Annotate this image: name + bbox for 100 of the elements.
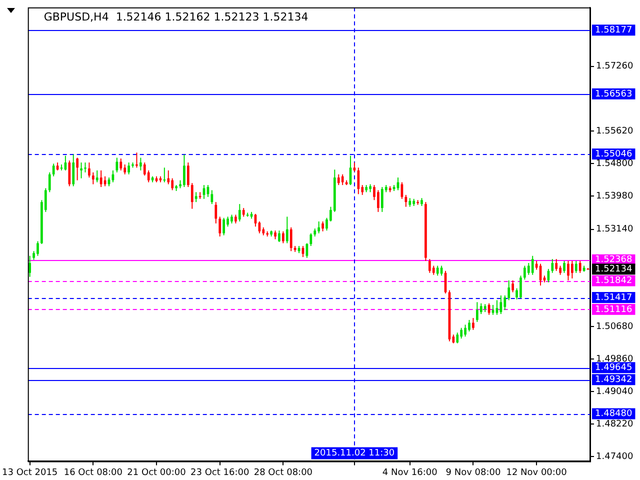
candlestick <box>278 230 280 243</box>
candlestick <box>124 164 126 175</box>
candlestick <box>574 260 578 274</box>
y-tick-label: 1.47400 <box>596 452 634 462</box>
candlestick <box>559 265 562 276</box>
candlestick <box>76 157 79 181</box>
candlestick <box>100 170 102 188</box>
candlestick <box>290 226 292 252</box>
candlestick <box>186 162 190 188</box>
candlestick <box>353 162 356 172</box>
candlestick <box>531 255 534 276</box>
candlestick <box>341 174 344 186</box>
candlestick <box>512 280 514 293</box>
candlestick <box>456 332 459 344</box>
candlestick <box>523 265 526 280</box>
x-tick-label: 2015.11.02 11:30 <box>314 448 395 459</box>
candlestick <box>460 327 463 340</box>
x-tick-label: 9 Nov 08:00 <box>446 468 501 478</box>
candlestick <box>72 154 75 187</box>
candlestick <box>578 260 582 274</box>
candlestick <box>286 216 288 244</box>
y-tick-label: 1.49860 <box>596 354 634 364</box>
candlestick <box>527 262 530 276</box>
x-tick-label: 13 Oct 2015 <box>2 468 58 478</box>
candlestick <box>120 158 122 171</box>
x-tick-label: 21 Oct 00:00 <box>127 468 186 478</box>
ref-line-label: 1.56563 <box>595 89 632 100</box>
ref-line-label: 1.48480 <box>595 409 632 420</box>
candlestick <box>88 162 90 178</box>
candlestick <box>547 268 550 283</box>
candlestick <box>404 194 408 208</box>
y-tick-label: 1.54800 <box>596 159 634 170</box>
candlestick <box>472 317 474 330</box>
candlestick <box>436 265 439 276</box>
candlestick <box>468 319 470 332</box>
candlestick <box>310 232 312 246</box>
candlestick <box>500 294 502 315</box>
candlestick <box>492 304 494 316</box>
candlestick <box>218 216 222 237</box>
candlestick <box>520 275 522 299</box>
candlestick <box>52 163 55 177</box>
candlestick <box>357 167 360 195</box>
x-tick-label: 4 Nov 16:00 <box>382 468 438 478</box>
candlestick <box>464 324 466 338</box>
candlestick <box>36 240 39 256</box>
candlestick <box>570 260 574 279</box>
candlestick <box>167 170 170 185</box>
candlestick <box>68 160 71 187</box>
ref-line-label: 1.51842 <box>595 276 632 286</box>
candlestick <box>555 258 558 272</box>
candlestick <box>567 260 570 281</box>
ref-line-label: 1.51116 <box>595 304 632 315</box>
candlestick <box>318 220 320 234</box>
candlestick <box>128 162 130 175</box>
candlestick <box>282 230 284 244</box>
candlestick <box>563 260 566 274</box>
x-tick-label: 16 Oct 08:00 <box>64 468 123 478</box>
candlestick <box>171 178 174 191</box>
text: 1.52134 <box>595 264 632 274</box>
y-tick-label: 1.55620 <box>596 126 634 137</box>
x-tick-label: 23 Oct 16:00 <box>190 468 250 478</box>
candlestick <box>322 220 324 232</box>
candlestick <box>551 258 554 274</box>
ref-line-label: 1.51417 <box>595 292 632 303</box>
candlestick <box>139 157 142 171</box>
candlestick <box>210 190 214 205</box>
y-tick-label: 1.48220 <box>596 419 634 430</box>
candlestick <box>136 152 138 168</box>
ref-line-label: 1.49645 <box>595 362 632 373</box>
candlestick <box>380 186 384 212</box>
candlestick <box>80 162 82 179</box>
candlestick <box>337 174 340 186</box>
candlestick <box>214 202 218 224</box>
candlestick <box>432 265 435 276</box>
ref-line-label: 1.58177 <box>595 25 632 36</box>
y-tick-label: 1.57260 <box>596 62 634 72</box>
y-tick-label: 1.53140 <box>596 224 634 235</box>
y-tick-label: 1.50680 <box>596 322 634 332</box>
candlestick <box>428 258 431 274</box>
candlestick <box>163 167 166 183</box>
ref-line-label: 1.52368 <box>595 255 632 266</box>
candlestick <box>143 162 146 176</box>
candlestick <box>116 157 118 173</box>
y-tick-label: 1.49040 <box>596 386 634 397</box>
ref-line-label: 1.49342 <box>595 374 632 385</box>
x-tick-label: 12 Nov 00:00 <box>506 468 568 478</box>
candlestick <box>476 302 478 322</box>
candlestick <box>92 172 94 185</box>
candlestick <box>96 170 98 183</box>
candlestick <box>183 154 186 188</box>
chart-title: GBPUSD,H4 1.52146 1.52162 1.52123 1.52134 <box>44 10 308 24</box>
x-tick-label: 28 Oct 08:00 <box>254 468 313 478</box>
candlestick <box>84 162 86 173</box>
candlestick <box>190 182 194 210</box>
candlestick <box>222 217 225 236</box>
y-tick-label: 1.53980 <box>596 191 634 202</box>
candlestick <box>377 190 380 212</box>
candlestick <box>238 204 241 222</box>
ref-line-label: 1.55046 <box>595 149 632 160</box>
candlestick <box>194 192 198 203</box>
